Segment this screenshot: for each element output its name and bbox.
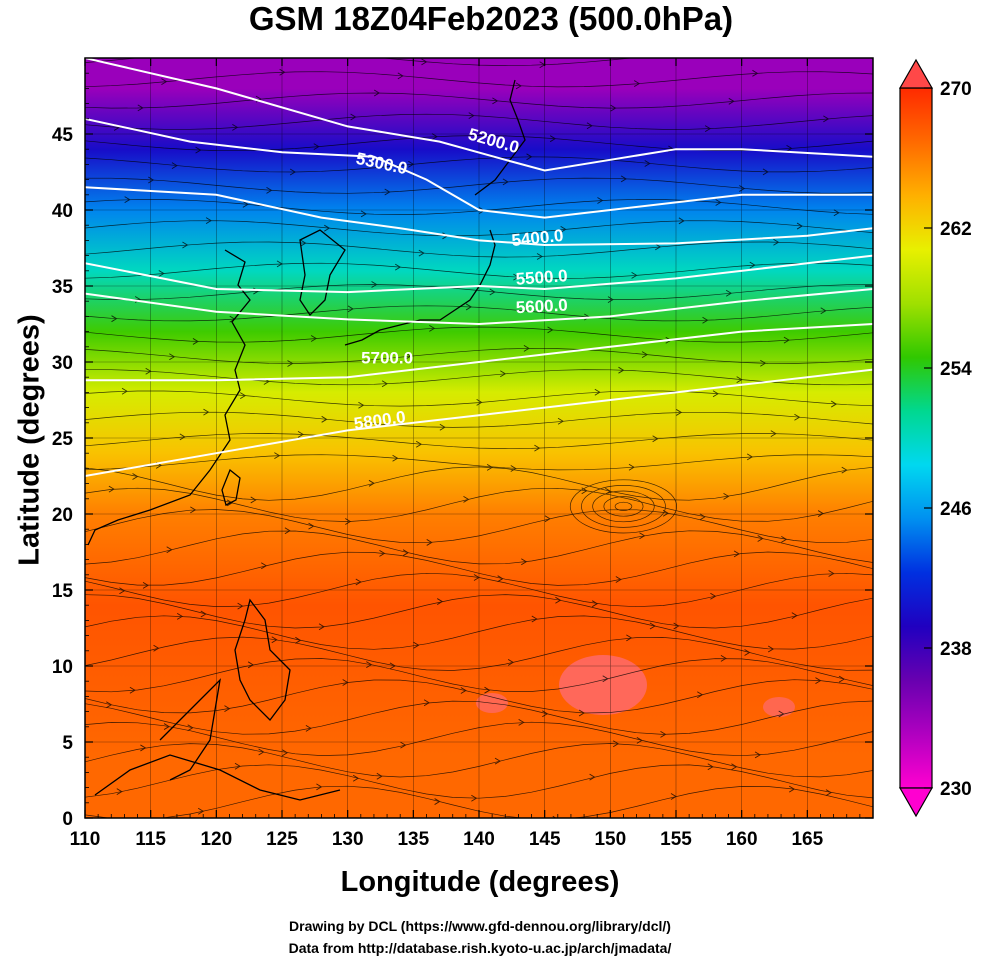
y-axis-ticks: 0 5 10 15 20 25 30 35 40 45 xyxy=(52,72,873,830)
figure-title: GSM 18Z04Feb2023 (500.0hPa) xyxy=(248,0,734,37)
contour-line-5600 xyxy=(85,288,873,326)
x-tick-label: 160 xyxy=(726,829,758,850)
contour-line-5400 xyxy=(85,186,873,247)
colorbar: 270 262 254 246 238 230 xyxy=(898,58,972,818)
colorbar-lower-arrow xyxy=(898,787,934,818)
x-tick-label: 140 xyxy=(463,829,495,850)
x-tick-label: 165 xyxy=(791,829,823,850)
x-tick-label: 155 xyxy=(660,829,692,850)
wind-streamlines xyxy=(85,58,873,818)
colorbar-label: 238 xyxy=(940,639,972,660)
y-tick-label: 10 xyxy=(52,657,73,678)
y-tick-label: 15 xyxy=(52,581,74,602)
x-tick-label: 115 xyxy=(135,829,166,850)
map-plot-area: 5200.05300.05400.05500.05600.05700.05800… xyxy=(84,57,874,819)
height-contours xyxy=(85,58,873,477)
x-tick-label: 125 xyxy=(266,829,298,850)
x-axis-ticks: 110 115 120 125 130 135 140 145 150 155 160 165 xyxy=(70,58,861,850)
y-tick-label: 0 xyxy=(62,809,73,830)
contour-line-5700 xyxy=(85,323,873,382)
credit-drawing: Drawing by DCL (https://www.gfd-dennou.o… xyxy=(289,918,671,934)
y-tick-label: 30 xyxy=(52,353,73,374)
y-tick-label: 35 xyxy=(52,277,74,298)
x-axis-label: Longitude (degrees) xyxy=(340,866,620,898)
x-tick-label: 150 xyxy=(594,829,626,850)
colorbar-label: 270 xyxy=(940,79,972,100)
credit-data: Data from http://database.rish.kyoto-u.a… xyxy=(288,940,672,956)
contour-line-5200 xyxy=(85,58,873,172)
colorbar-upper-arrow xyxy=(898,58,934,89)
contour-line-5800 xyxy=(85,368,873,477)
y-tick-label: 40 xyxy=(52,201,73,222)
contour-label: 5700.0 xyxy=(361,349,413,368)
y-axis-label: Latitude (degrees) xyxy=(13,314,46,566)
x-tick-label: 145 xyxy=(529,829,561,850)
x-tick-label: 120 xyxy=(200,829,232,850)
contour-label: 5600.0 xyxy=(515,295,568,317)
y-tick-label: 45 xyxy=(52,125,74,146)
x-tick-label: 110 xyxy=(70,829,101,850)
colorbar-strip xyxy=(899,87,933,789)
contour-label: 5500.0 xyxy=(515,266,568,289)
coastlines xyxy=(87,79,526,801)
contour-line-5300 xyxy=(85,117,873,219)
colorbar-label: 230 xyxy=(940,779,972,800)
colorbar-ticks: 270 262 254 246 238 230 xyxy=(924,79,972,800)
colorbar-label: 262 xyxy=(940,219,972,240)
y-tick-label: 25 xyxy=(52,429,74,450)
y-tick-label: 20 xyxy=(52,505,73,526)
x-tick-label: 130 xyxy=(332,829,364,850)
y-tick-label: 5 xyxy=(62,733,73,754)
colorbar-label: 246 xyxy=(940,499,972,520)
contour-line-5500 xyxy=(85,254,873,294)
x-tick-label: 135 xyxy=(397,829,429,850)
colorbar-label: 254 xyxy=(940,359,972,380)
warm-patches xyxy=(476,655,795,717)
